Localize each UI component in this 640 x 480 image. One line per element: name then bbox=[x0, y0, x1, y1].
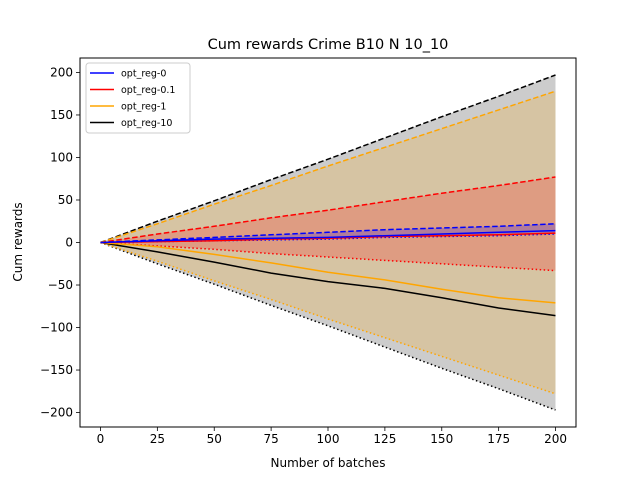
legend-frame bbox=[85, 62, 191, 134]
band-opt-reg-0-1 bbox=[100, 177, 556, 271]
legend-label-opt-reg-0: opt_reg-0 bbox=[121, 69, 166, 80]
y-axis-ticks: −200 −150 −100 −50 0 50 100 150 200 bbox=[40, 65, 80, 420]
x-tick-label: 200 bbox=[544, 432, 567, 446]
y-tick-label: 50 bbox=[58, 193, 73, 207]
band-opt-reg-10 bbox=[100, 75, 556, 410]
y-tick-label: −200 bbox=[40, 406, 73, 420]
x-tick-label: 0 bbox=[97, 432, 105, 446]
y-tick-label: 150 bbox=[50, 108, 73, 122]
y-tick-label: −100 bbox=[40, 321, 73, 335]
mean-line-opt-reg-0 bbox=[100, 229, 556, 244]
upper-line-opt-reg-0 bbox=[100, 223, 556, 244]
lower-line-opt-reg-10 bbox=[100, 241, 556, 411]
confidence-bands bbox=[100, 75, 556, 410]
upper-line-opt-reg-0-1 bbox=[100, 176, 556, 244]
y-tick-label: −50 bbox=[48, 278, 73, 292]
legend-label-opt-reg-0-1: opt_reg-0.1 bbox=[121, 85, 175, 96]
upper-line-opt-reg-10 bbox=[100, 74, 556, 244]
mean-line-opt-reg-0-1 bbox=[100, 232, 556, 244]
legend-label-opt-reg-1: opt_reg-1 bbox=[121, 102, 166, 113]
x-axis-label: Number of batches bbox=[271, 456, 386, 470]
band-opt-reg-1 bbox=[100, 91, 556, 394]
y-tick-label: 100 bbox=[50, 150, 73, 164]
y-tick-label: 0 bbox=[65, 236, 73, 250]
mean-line-opt-reg-10 bbox=[100, 241, 556, 317]
x-axis-ticks: 0 25 50 75 100 125 150 175 200 bbox=[97, 427, 567, 446]
x-tick-label: 25 bbox=[150, 432, 165, 446]
series-lines bbox=[100, 74, 556, 411]
upper-line-opt-reg-1 bbox=[100, 90, 556, 244]
legend: opt_reg-0 opt_reg-0.1 opt_reg-1 opt_reg-10 bbox=[85, 62, 191, 134]
legend-label-opt-reg-10: opt_reg-10 bbox=[121, 118, 172, 129]
y-axis-label: Cum rewards bbox=[11, 202, 25, 281]
x-tick-label: 100 bbox=[317, 432, 340, 446]
x-tick-label: 50 bbox=[207, 432, 222, 446]
mean-line-opt-reg-1 bbox=[100, 241, 556, 304]
y-tick-label: 200 bbox=[50, 65, 73, 79]
chart-title: Cum rewards Crime B10 N 10_10 bbox=[208, 37, 449, 53]
x-tick-label: 175 bbox=[487, 432, 510, 446]
x-tick-label: 125 bbox=[373, 432, 396, 446]
x-tick-label: 75 bbox=[263, 432, 278, 446]
y-tick-label: −150 bbox=[40, 363, 73, 377]
lower-line-opt-reg-1 bbox=[100, 241, 556, 395]
x-tick-label: 150 bbox=[430, 432, 453, 446]
